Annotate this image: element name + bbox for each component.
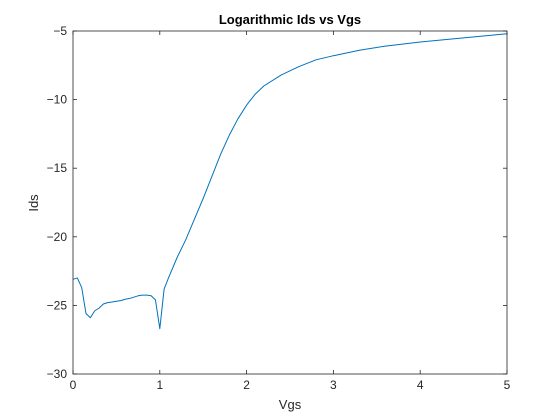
y-tick-label: −15 (47, 161, 68, 175)
x-tick-label: 3 (330, 378, 337, 392)
axes-box (72, 30, 508, 375)
y-axis-label: Ids (26, 194, 41, 212)
x-tick-label: 0 (70, 378, 77, 392)
x-tick-label: 4 (417, 378, 424, 392)
x-axis-label: Vgs (279, 397, 302, 412)
y-tick-label: −10 (47, 93, 68, 107)
x-axis: 0 1 2 3 4 5 (70, 31, 511, 392)
x-tick-label: 5 (504, 378, 511, 392)
chart-title: Logarithmic Ids vs Vgs (219, 12, 361, 27)
plot-background (73, 31, 507, 374)
y-tick-label: −20 (47, 230, 68, 244)
y-axis: −30 −25 −20 −15 −10 −5 (47, 24, 507, 381)
y-tick-label: −25 (47, 298, 68, 312)
series-line (72, 33, 508, 330)
y-tick-label: −5 (53, 24, 67, 38)
x-tick-label: 1 (156, 378, 163, 392)
plot-area (72, 33, 508, 330)
y-tick-label: −30 (47, 367, 68, 381)
x-tick-label: 2 (243, 378, 250, 392)
